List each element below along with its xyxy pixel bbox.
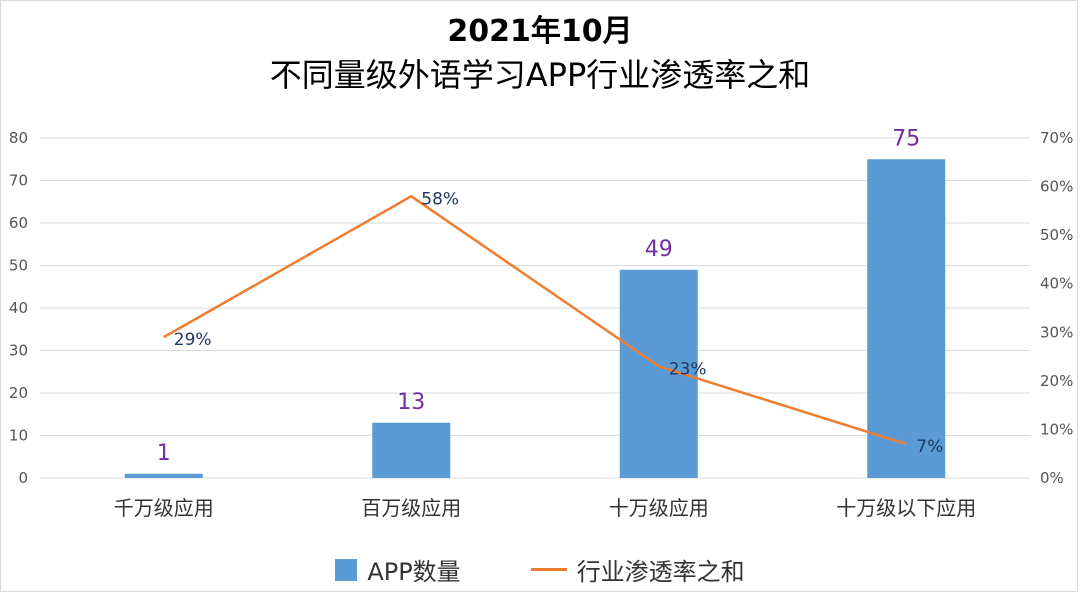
y-right-tick-label: 50%: [1040, 226, 1073, 244]
bar-data-label: 13: [397, 390, 425, 415]
combo-chart: 0 10 20 30 40 50 60 70 80 0% 10% 20% 30% 40% 50% 60% 70%…: [9, 126, 1073, 520]
y-right-tick-label: 0%: [1040, 469, 1064, 487]
legend-bar-swatch: [335, 558, 358, 581]
legend-bar-label: APP数量: [367, 558, 461, 586]
y-left-tick-label: 20: [9, 384, 28, 402]
y-left-tick-label: 30: [9, 342, 28, 360]
y-right-tick-label: 40%: [1040, 275, 1073, 293]
legend-line-swatch: [530, 568, 567, 571]
y-left-tick-label: 0: [18, 469, 28, 487]
bar: [372, 422, 451, 478]
y-left-tick-label: 40: [9, 299, 28, 317]
y-left-tick-label: 10: [9, 427, 28, 445]
bar-data-label: 49: [645, 237, 673, 262]
y-right-tick-label: 70%: [1040, 129, 1073, 147]
chart-title: 2021年10月: [447, 14, 633, 49]
y-left-tick-label: 80: [9, 129, 28, 147]
legend-item-line: 行业渗透率之和: [530, 552, 745, 587]
line-data-label: 58%: [421, 189, 459, 209]
penetration-line: [163, 194, 907, 446]
legend: APP数量 行业渗透率之和: [0, 552, 1080, 587]
y-left-tick-label: 60: [9, 214, 28, 232]
y-left-tick-label: 70: [9, 172, 28, 190]
line-data-label: 23%: [669, 359, 707, 379]
y-left-tick-label: 50: [9, 257, 28, 275]
y-right-tick-label: 10%: [1040, 420, 1073, 438]
bar: [124, 473, 203, 478]
x-category-label: 十万级以下应用: [836, 496, 976, 520]
legend-line-label: 行业渗透率之和: [576, 558, 745, 586]
legend-item-bar: APP数量: [335, 552, 461, 587]
bar-data-label: 75: [892, 126, 920, 151]
y-right-tick-label: 60%: [1040, 178, 1073, 196]
line-data-label: 7%: [916, 437, 943, 457]
y-right-tick-label: 30%: [1040, 323, 1073, 341]
x-category-label: 千万级应用: [114, 496, 214, 520]
x-category-label: 十万级应用: [609, 496, 709, 520]
chart-subtitle: 不同量级外语学习APP行业渗透率之和: [269, 56, 811, 94]
bar-data-label: 1: [157, 441, 171, 466]
y-right-tick-label: 20%: [1040, 372, 1073, 390]
bar: [867, 159, 946, 478]
x-category-label: 百万级应用: [361, 496, 461, 520]
line-data-label: 29%: [174, 330, 212, 350]
